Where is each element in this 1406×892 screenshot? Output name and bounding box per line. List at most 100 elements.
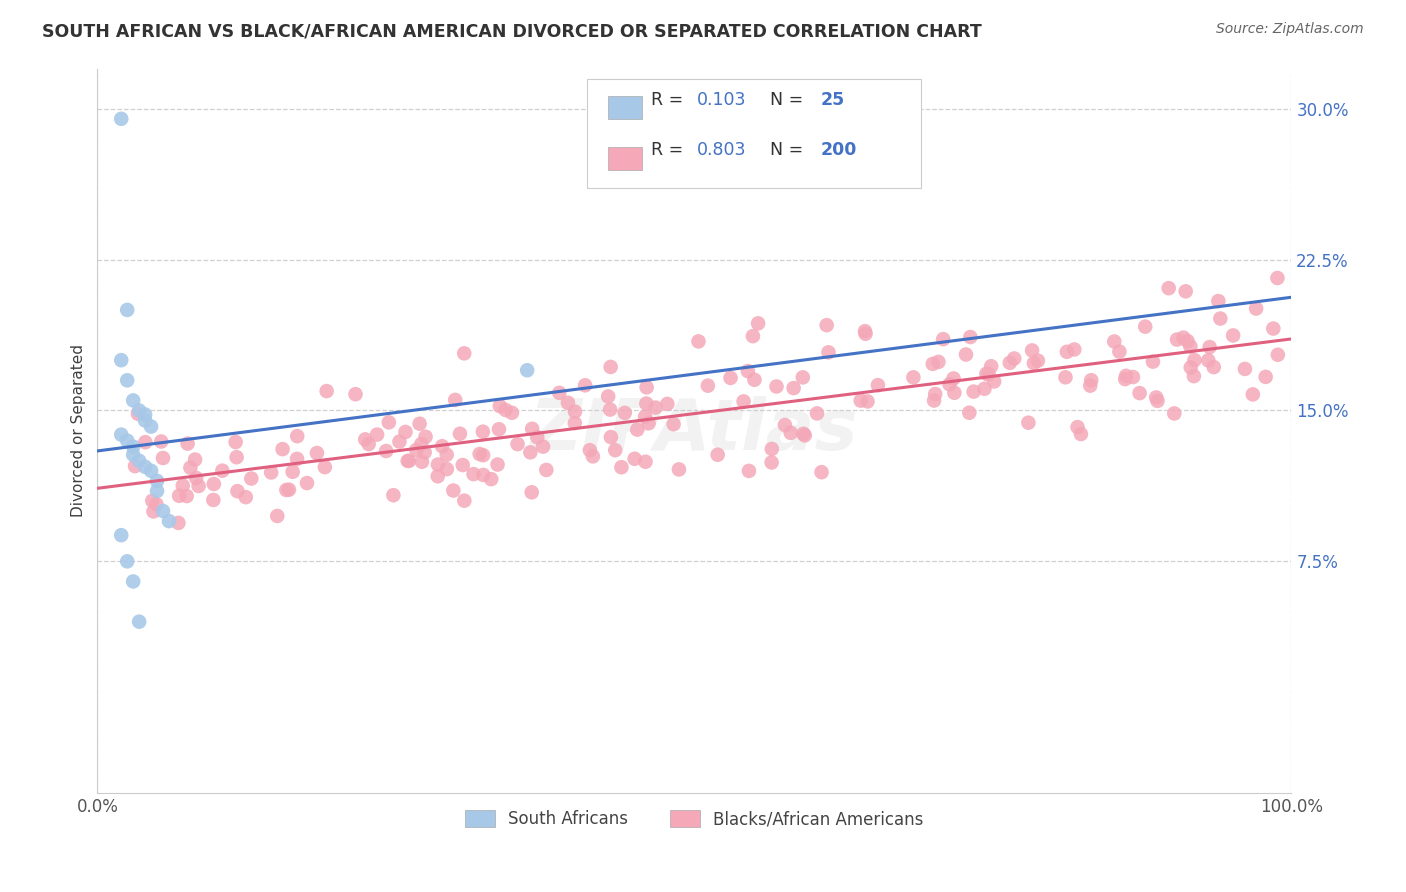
Point [765,379,787,393]
Point [134,435,156,450]
Point [548,385,571,400]
Point [468,447,491,461]
Point [579,443,602,458]
Point [1104,334,1126,349]
Point [396,454,419,468]
Point [1254,369,1277,384]
Point [1146,393,1168,408]
Point [742,329,765,343]
Point [1173,330,1195,344]
Point [172,478,194,492]
Point [853,324,876,338]
Point [315,384,337,398]
Point [375,444,398,458]
Point [134,459,156,474]
Point [564,404,586,418]
Point [436,448,458,462]
Point [260,466,283,480]
Point [613,406,636,420]
Point [855,326,877,341]
Text: R =: R = [651,91,689,109]
Point [657,397,679,411]
Point [146,474,169,488]
Point [793,428,815,442]
Point [449,426,471,441]
Point [932,332,955,346]
Point [1198,340,1220,354]
Point [955,347,977,361]
Point [1209,311,1232,326]
Point [1222,328,1244,343]
Point [124,459,146,474]
Point [415,430,437,444]
Point [557,396,579,410]
Point [413,445,436,459]
Point [1157,281,1180,295]
Point [134,408,156,422]
Point [792,426,814,441]
Point [688,334,710,349]
Point [636,396,658,410]
Point [962,384,984,399]
Point [921,357,943,371]
Point [1241,387,1264,401]
Point [506,437,529,451]
Point [1066,420,1088,434]
Point [1108,344,1130,359]
Point [1054,370,1077,384]
Point [176,489,198,503]
Point [495,403,517,417]
Point [817,345,839,359]
Point [706,448,728,462]
Point [636,380,658,394]
Point [411,455,433,469]
Point [430,439,453,453]
Point [426,469,449,483]
Point [184,452,207,467]
Point [927,355,949,369]
Point [761,455,783,469]
Point [938,377,960,392]
Point [225,435,247,450]
Point [792,370,814,384]
Point [314,460,336,475]
FancyBboxPatch shape [609,146,641,169]
Point [128,454,150,468]
Point [744,373,766,387]
Point [1002,351,1025,366]
Point [139,419,162,434]
Point [520,485,543,500]
Point [623,451,645,466]
Point [773,417,796,432]
Point [1056,344,1078,359]
Point [1166,333,1188,347]
Point [426,458,449,472]
Point [128,403,150,417]
Point [472,467,495,482]
Text: SOUTH AFRICAN VS BLACK/AFRICAN AMERICAN DIVORCED OR SEPARATED CORRELATION CHART: SOUTH AFRICAN VS BLACK/AFRICAN AMERICAN … [42,22,981,40]
Point [122,440,145,454]
Point [733,394,755,409]
Point [285,429,308,443]
Point [605,443,627,458]
Point [747,317,769,331]
Point [115,434,138,448]
Point [295,476,318,491]
Point [720,371,742,385]
Point [366,427,388,442]
Legend: South Africans, Blacks/African Americans: South Africans, Blacks/African Americans [458,804,931,835]
Point [1122,370,1144,384]
Point [738,464,761,478]
Text: Source: ZipAtlas.com: Source: ZipAtlas.com [1216,22,1364,37]
Point [1144,391,1167,405]
Point [436,462,458,476]
Point [983,375,1005,389]
Point [152,504,174,518]
Point [779,425,801,440]
Point [110,427,132,442]
Point [354,433,377,447]
Point [1180,339,1202,353]
Point [408,417,430,431]
Point [516,363,538,377]
Point [471,425,494,439]
